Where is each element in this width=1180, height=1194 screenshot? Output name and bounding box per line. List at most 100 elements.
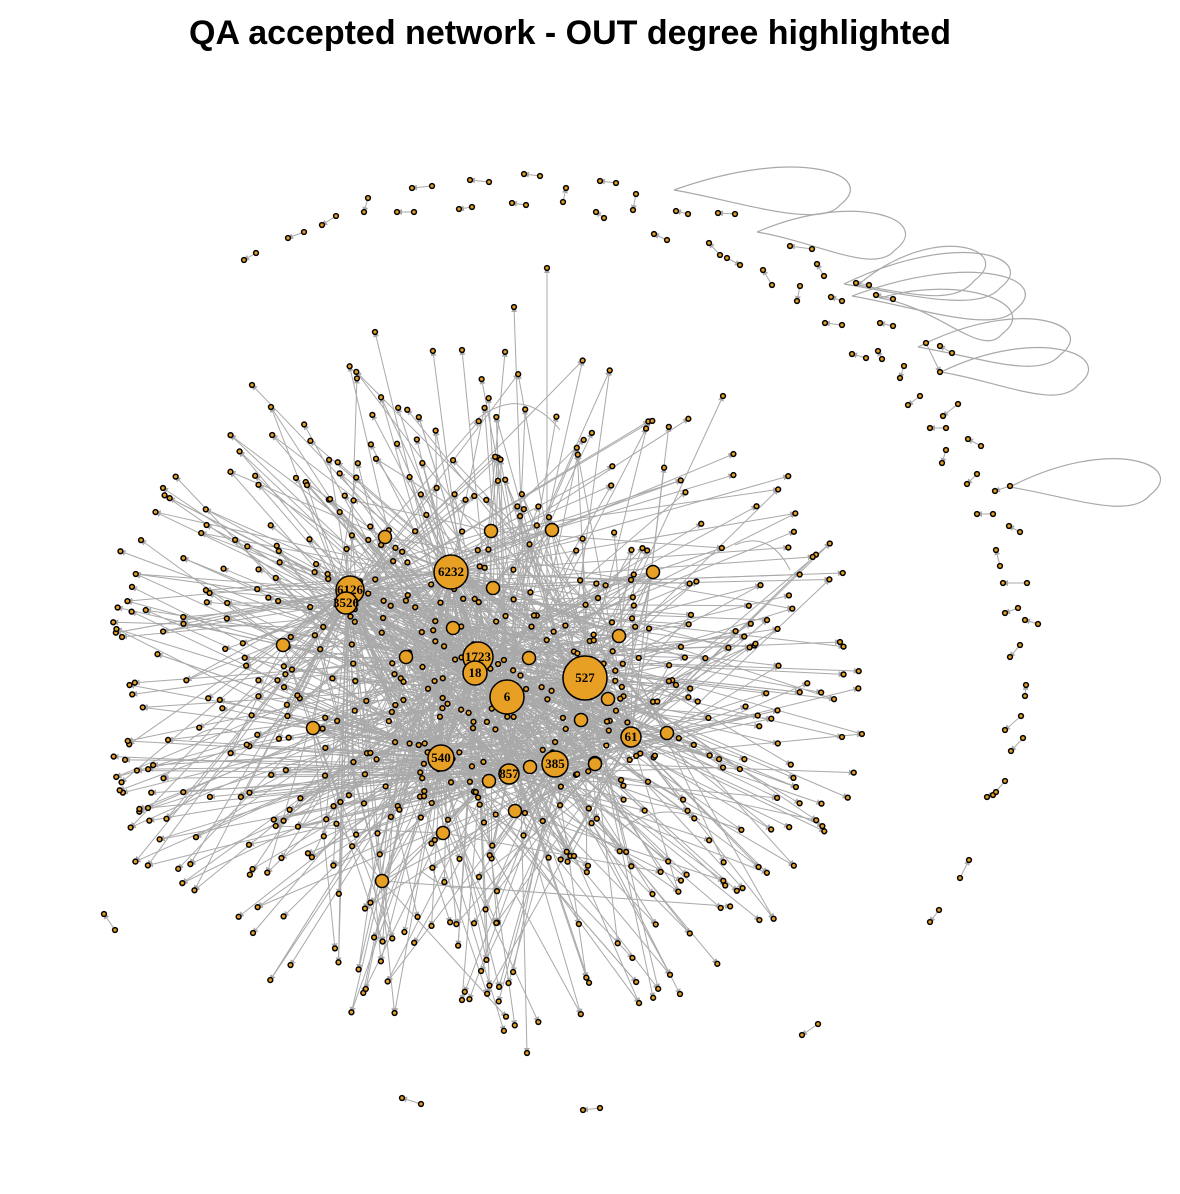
node — [139, 704, 146, 711]
node — [577, 1010, 584, 1018]
node — [745, 602, 752, 609]
edge — [283, 686, 442, 759]
node — [205, 695, 212, 702]
hub-node-540: 540 — [427, 744, 455, 772]
node — [446, 919, 454, 926]
node — [202, 587, 210, 594]
edge — [504, 479, 586, 679]
node — [451, 491, 458, 498]
node — [676, 990, 684, 998]
node — [287, 633, 294, 641]
node — [432, 618, 439, 625]
node — [485, 178, 493, 186]
node — [333, 717, 341, 725]
hub-node-label: 18 — [469, 665, 483, 680]
node — [603, 718, 611, 725]
hub-node-label: 540 — [431, 750, 451, 765]
node — [741, 633, 748, 640]
node — [391, 739, 399, 746]
node — [628, 615, 636, 622]
node — [575, 920, 583, 928]
node — [369, 411, 376, 418]
edge — [353, 672, 476, 763]
node — [511, 1022, 518, 1029]
node — [666, 971, 674, 978]
node — [180, 788, 187, 796]
node — [351, 618, 358, 625]
edge — [609, 395, 724, 641]
node — [282, 671, 289, 678]
node — [100, 910, 108, 918]
node — [876, 319, 884, 327]
node — [838, 733, 846, 741]
edge — [349, 880, 383, 1014]
node-medium — [275, 637, 291, 653]
hub-node-1723: 1723 — [462, 641, 494, 673]
node-medium — [507, 803, 523, 819]
edge — [477, 596, 634, 658]
hub-node-circle — [498, 763, 520, 785]
node — [255, 481, 262, 488]
node — [129, 691, 136, 698]
node — [429, 864, 436, 871]
node — [272, 574, 279, 582]
node — [719, 392, 727, 400]
edge — [506, 696, 624, 787]
node — [267, 403, 275, 411]
node — [672, 681, 680, 689]
node — [739, 884, 746, 892]
node — [393, 208, 401, 216]
node — [353, 474, 360, 481]
edge — [375, 457, 452, 573]
edge — [423, 734, 632, 765]
node — [337, 798, 344, 806]
node — [137, 537, 145, 544]
edge — [278, 550, 347, 604]
self-loop-edge — [857, 245, 987, 297]
node-medium — [398, 649, 414, 665]
node — [246, 871, 253, 878]
edge — [511, 306, 526, 621]
node — [792, 783, 800, 791]
node — [596, 1104, 604, 1112]
node — [462, 496, 469, 503]
node — [620, 796, 627, 803]
node — [345, 792, 353, 799]
node — [616, 848, 623, 855]
node — [730, 450, 737, 458]
hub-node-circle — [489, 679, 525, 715]
edge — [129, 602, 347, 829]
node — [284, 234, 292, 242]
node — [382, 783, 389, 790]
node — [790, 774, 797, 782]
edge — [298, 697, 442, 759]
node — [360, 208, 368, 216]
node — [579, 357, 586, 364]
node-medium — [485, 580, 501, 596]
node — [628, 863, 635, 870]
node — [544, 696, 551, 703]
node — [497, 456, 504, 463]
node — [698, 520, 705, 527]
node — [645, 625, 653, 632]
node — [639, 544, 646, 552]
edge — [567, 736, 632, 862]
node — [365, 536, 372, 544]
node — [494, 660, 502, 668]
node — [650, 994, 657, 1001]
node — [461, 988, 468, 995]
node — [510, 596, 517, 603]
node — [272, 822, 279, 830]
node — [307, 437, 314, 444]
node — [286, 806, 293, 813]
node — [663, 236, 671, 244]
node — [821, 319, 829, 327]
node — [935, 906, 943, 914]
node — [239, 640, 246, 647]
node — [285, 734, 292, 741]
node — [827, 293, 835, 301]
node-medium — [377, 529, 393, 545]
node — [753, 503, 760, 510]
edge — [229, 750, 490, 782]
node — [401, 928, 408, 936]
